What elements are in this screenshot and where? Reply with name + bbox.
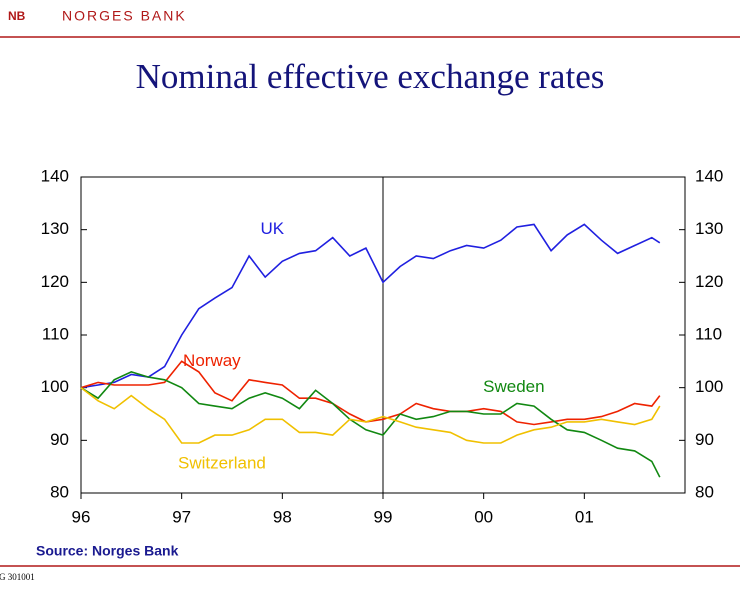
y-tick-label: 130: [41, 219, 69, 238]
x-tick-label: 00: [474, 507, 493, 526]
y-tick-label: 90: [50, 430, 69, 449]
y-tick-label: 80: [50, 482, 69, 501]
y-tick-label: 110: [42, 324, 69, 343]
series-label: Sweden: [483, 377, 544, 396]
y2-tick-label: 110: [695, 324, 722, 343]
footnote: SG 301001: [0, 572, 35, 582]
x-tick-label: 97: [172, 507, 191, 526]
x-tick-label: 96: [72, 507, 91, 526]
y2-tick-label: 80: [695, 482, 714, 501]
y2-tick-label: 100: [695, 377, 723, 396]
series-line: [80, 360, 661, 426]
series-label: Norway: [183, 351, 241, 370]
plot-frame: [80, 176, 686, 494]
series-label: Switzerland: [178, 454, 266, 473]
x-tick-label: 98: [273, 507, 292, 526]
series-line: [80, 387, 661, 444]
source: Source: Norges Bank: [36, 543, 179, 559]
y-tick-label: 100: [41, 377, 69, 396]
y2-tick-label: 140: [695, 166, 723, 185]
x-tick-label: 99: [374, 507, 393, 526]
series-line: [80, 223, 661, 389]
y2-tick-label: 90: [695, 430, 714, 449]
bank-name: NORGES BANK: [62, 8, 187, 24]
y-tick-label: 120: [41, 272, 69, 291]
x-tick-label: 01: [575, 507, 594, 526]
y2-tick-label: 130: [695, 219, 723, 238]
y-tick-label: 140: [41, 166, 69, 185]
chart-title: Nominal effective exchange rates: [136, 57, 605, 96]
series-label: UK: [260, 219, 284, 238]
series-line: [80, 371, 661, 478]
logo: NB: [8, 9, 26, 23]
y2-tick-label: 120: [695, 272, 723, 291]
